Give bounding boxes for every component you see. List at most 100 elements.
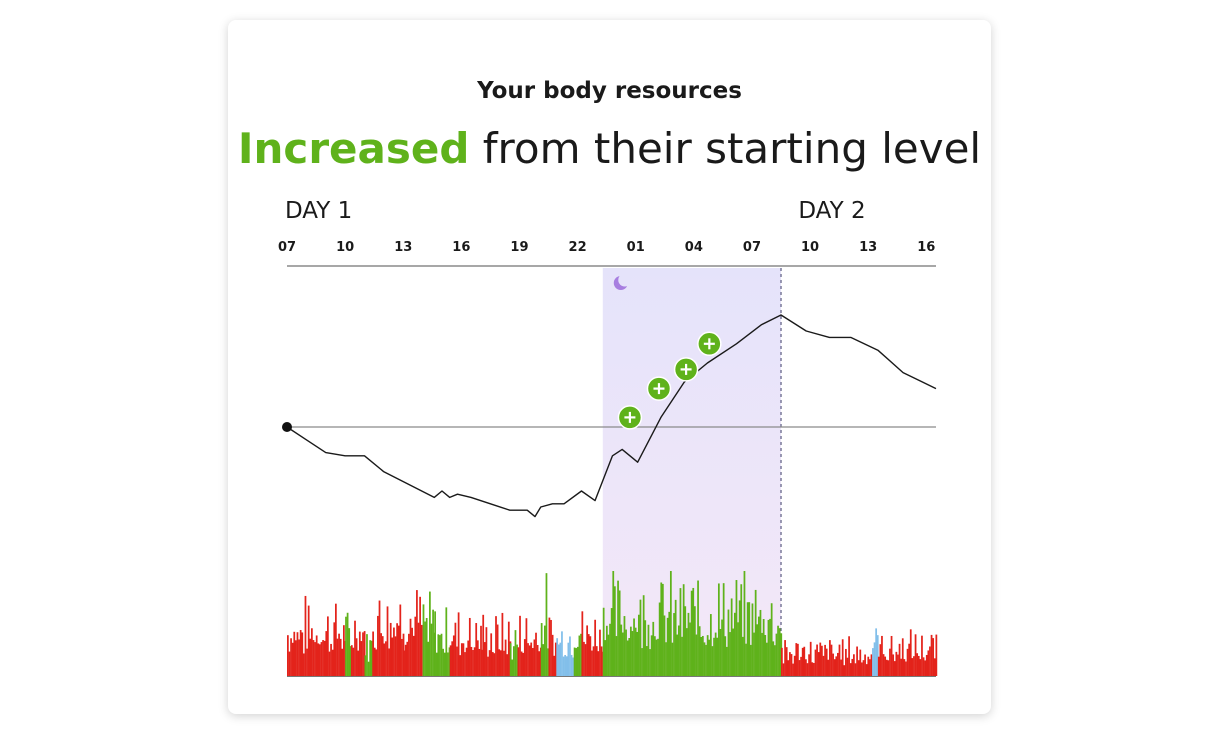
activity-bar <box>295 640 297 676</box>
activity-bar <box>315 635 318 676</box>
activity-bar <box>730 598 733 676</box>
activity-bar <box>482 614 485 676</box>
activity-bar <box>358 631 361 676</box>
activity-bar <box>673 613 675 676</box>
activity-bar <box>917 655 920 676</box>
activity-bar <box>383 643 386 676</box>
activity-bar <box>919 659 922 676</box>
activity-bar <box>437 634 440 676</box>
activity-bar <box>327 616 329 676</box>
activity-bar <box>854 663 857 676</box>
activity-bar <box>748 602 751 676</box>
activity-bar <box>816 644 818 676</box>
activity-bar <box>363 631 366 676</box>
activity-bar <box>422 604 425 676</box>
activity-bar <box>631 631 634 676</box>
activity-bar <box>420 624 423 676</box>
activity-bar <box>666 617 669 676</box>
activity-bar <box>600 646 603 676</box>
activity-bar <box>480 649 483 676</box>
activity-bar <box>822 655 825 676</box>
activity-bar <box>808 654 810 676</box>
activity-bar <box>835 656 838 676</box>
activity-bar <box>714 632 717 676</box>
activity-bar <box>626 640 629 676</box>
activity-bar <box>927 650 930 676</box>
activity-bar <box>629 626 632 676</box>
activity-bar <box>655 639 658 676</box>
activity-bar <box>887 660 890 676</box>
activity-bar <box>898 643 901 676</box>
activity-bar <box>800 656 802 676</box>
activity-bar <box>399 604 402 676</box>
activity-bar <box>921 635 923 676</box>
activity-bar <box>304 595 307 676</box>
activity-bar <box>516 644 518 676</box>
x-tick-label: 07 <box>743 240 761 255</box>
activity-bar <box>350 645 353 676</box>
activity-bar <box>851 658 854 676</box>
activity-bar <box>885 659 888 676</box>
activity-bar <box>378 600 381 676</box>
activity-bar <box>661 583 664 676</box>
activity-bar <box>701 635 704 676</box>
activity-bar <box>819 642 822 676</box>
x-tick-label: 04 <box>685 240 703 255</box>
activity-bar <box>442 648 444 676</box>
activity-bar <box>439 635 441 676</box>
activity-bar <box>644 620 647 676</box>
activity-bar <box>685 628 688 676</box>
activity-bar <box>338 633 340 676</box>
activity-bar <box>738 600 741 676</box>
activity-bar <box>877 656 880 676</box>
activity-bar <box>837 652 839 676</box>
activity-bar <box>803 646 806 676</box>
activity-bar <box>567 642 570 676</box>
activity-bar <box>724 636 727 676</box>
activity-bar <box>861 662 863 676</box>
activity-bar <box>821 645 823 676</box>
activity-bar <box>535 632 537 676</box>
activity-bar <box>348 628 351 676</box>
activity-bar <box>311 628 313 676</box>
activity-bar <box>792 663 794 676</box>
activity-bar <box>727 609 730 676</box>
activity-bar <box>565 656 568 676</box>
activity-bar <box>693 606 696 676</box>
x-tick-label: 13 <box>394 240 412 255</box>
activity-bar <box>586 625 589 676</box>
activity-bar <box>775 633 778 676</box>
activity-bar <box>464 652 466 676</box>
activity-bar <box>870 654 873 676</box>
activity-bar <box>793 655 796 676</box>
activity-bar <box>408 633 410 676</box>
activity-bar <box>692 587 695 676</box>
activity-bar <box>511 659 514 676</box>
activity-bar <box>333 622 336 676</box>
activity-bar <box>679 588 682 676</box>
activity-bar <box>412 635 415 676</box>
activity-bar <box>653 636 656 676</box>
activity-bar <box>290 638 292 676</box>
activity-bar <box>597 651 600 676</box>
headline-rest: from their starting level <box>469 124 982 173</box>
activity-bar <box>652 621 655 676</box>
activity-bar <box>765 642 768 676</box>
activity-bar <box>449 645 452 676</box>
activity-bar <box>737 622 739 676</box>
activity-bar <box>554 642 557 676</box>
activity-bar <box>373 647 376 676</box>
activity-bar <box>903 659 906 676</box>
activity-bar <box>561 631 563 676</box>
activity-bar <box>751 603 754 676</box>
activity-bar <box>933 658 936 676</box>
activity-bar <box>370 640 373 676</box>
activity-bar <box>922 657 925 676</box>
activity-bar <box>496 624 499 676</box>
activity-bar <box>536 644 539 676</box>
activity-bar <box>901 638 904 676</box>
activity-bar <box>416 590 418 676</box>
activity-bar <box>613 586 616 676</box>
activity-bar <box>879 644 882 676</box>
activity-bar <box>925 654 928 676</box>
